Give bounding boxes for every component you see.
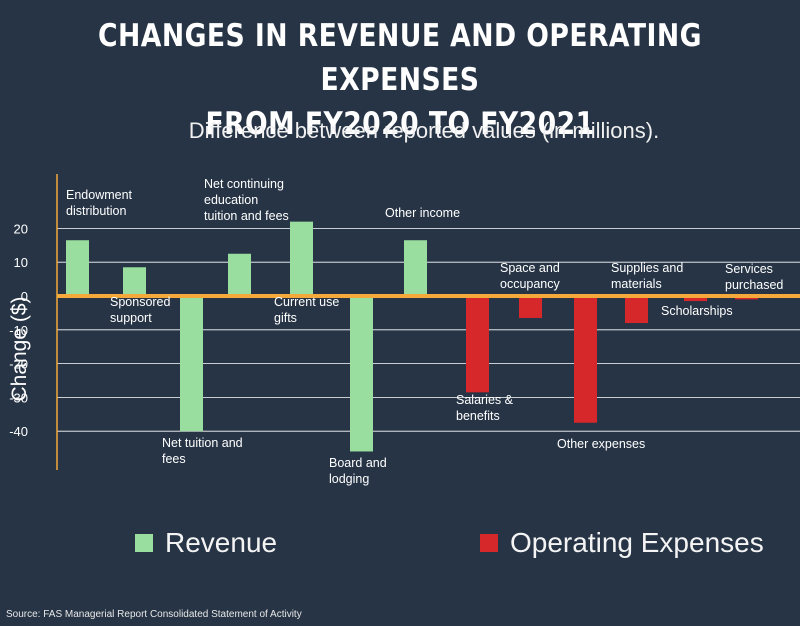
category-label-line: Net tuition and (162, 436, 243, 450)
category-label-line: Supplies and (611, 261, 683, 275)
category-label-line: benefits (456, 409, 500, 423)
category-label-line: Board and (329, 456, 387, 470)
category-label: Salaries & benefits (456, 393, 514, 423)
category-label-line: Current use (274, 295, 339, 309)
category-label-line: gifts (274, 311, 297, 325)
y-axis-label: Change ($) (8, 296, 31, 401)
bar (180, 296, 203, 432)
category-label-line: Services (725, 262, 773, 276)
category-label-line: Endowment (66, 188, 133, 202)
category-label: Net continuing education tuition and fees (204, 177, 289, 223)
y-tick-label: 10 (14, 255, 28, 270)
chart-subtitle: Difference between reported values (in m… (188, 118, 660, 143)
bar (290, 221, 313, 296)
y-tick-label: -10 (9, 323, 28, 338)
bar (574, 296, 597, 423)
category-label: Current use gifts (274, 295, 339, 325)
y-tick-label: -30 (9, 390, 28, 405)
category-label: Board and lodging (329, 456, 387, 486)
bar (66, 240, 89, 296)
category-label-line: Scholarships (661, 304, 733, 318)
category-label-line: Salaries & (456, 393, 514, 407)
legend-expenses: Operating Expenses (480, 527, 764, 559)
legend-revenue-swatch (135, 534, 153, 552)
bar (228, 253, 251, 296)
legend-expenses-swatch (480, 534, 498, 552)
y-tick-label: 20 (14, 221, 28, 236)
category-label-line: Other income (385, 206, 460, 220)
bar (466, 296, 489, 393)
category-label-line: fees (162, 452, 186, 466)
category-label: Endowment distribution (66, 188, 133, 218)
category-label-line: distribution (66, 204, 126, 218)
category-label-line: support (110, 311, 152, 325)
category-label-line: education (204, 193, 258, 207)
y-tick-label: -40 (9, 424, 28, 439)
category-label: Other expenses (557, 437, 645, 451)
category-label-line: materials (611, 277, 662, 291)
category-label-line: lodging (329, 472, 369, 486)
bar (625, 296, 648, 324)
category-label: Supplies and materials (611, 261, 683, 291)
bar (123, 267, 146, 296)
category-label: Scholarships (661, 304, 733, 318)
category-label-line: purchased (725, 278, 783, 292)
title-line-2: FROM FY2020 TO FY2021 (205, 106, 595, 142)
category-label: Space and occupancy (500, 261, 561, 291)
bar (350, 296, 373, 452)
source-note: Source: FAS Managerial Report Consolidat… (6, 609, 302, 620)
legend-revenue: Revenue (135, 527, 277, 559)
category-label-line: occupancy (500, 277, 561, 291)
bar (684, 296, 707, 302)
bar (519, 296, 542, 318)
title-line-1: CHANGES IN REVENUE AND OPERATING EXPENSE… (98, 18, 702, 98)
category-label: Other income (385, 206, 460, 220)
legend-revenue-label: Revenue (165, 527, 278, 558)
category-label-line: Space and (500, 261, 560, 275)
category-label-line: Other expenses (557, 437, 645, 451)
chart-title: CHANGES IN REVENUE AND OPERATING EXPENSE… (56, 14, 744, 146)
category-label-line: tuition and fees (204, 209, 289, 223)
category-label: Sponsored support (110, 295, 171, 325)
category-label-line: Sponsored (110, 295, 171, 309)
bar (404, 240, 427, 296)
y-tick-label: 0 (21, 289, 28, 304)
category-label: Net tuition and fees (162, 436, 243, 466)
category-label-line: Net continuing (204, 177, 284, 191)
legend-expenses-label: Operating Expenses (510, 527, 764, 558)
y-tick-label: -20 (9, 357, 28, 372)
category-label: Services purchased (725, 262, 783, 292)
